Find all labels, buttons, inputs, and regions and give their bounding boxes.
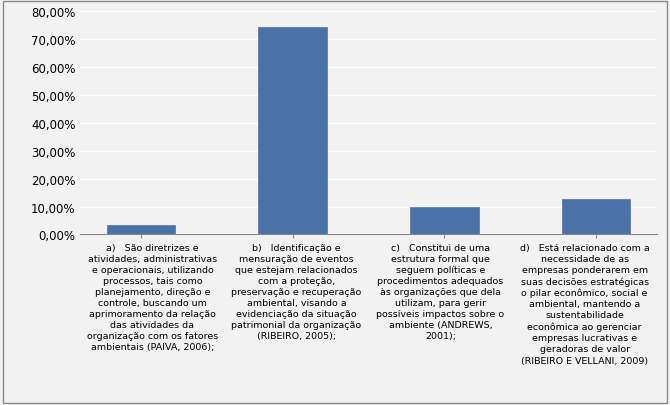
Text: b)   Identificação e
mensuração de eventos
que estejam relacionados
com a proteç: b) Identificação e mensuração de eventos…: [231, 243, 362, 341]
Bar: [562, 200, 630, 235]
Text: a)   São diretrizes e
atividades, administrativas
e operacionais, utilizando
pro: a) São diretrizes e atividades, administ…: [87, 243, 218, 352]
Text: c)   Constitui de uma
estrutura formal que
seguem políticas e
procedimentos adeq: c) Constitui de uma estrutura formal que…: [377, 243, 505, 341]
Bar: [107, 226, 175, 235]
Bar: [410, 208, 478, 235]
Text: d)   Está relacionado com a
necessidade de as
empresas ponderarem em
suas decisõ: d) Está relacionado com a necessidade de…: [520, 243, 649, 364]
Bar: [259, 28, 327, 235]
